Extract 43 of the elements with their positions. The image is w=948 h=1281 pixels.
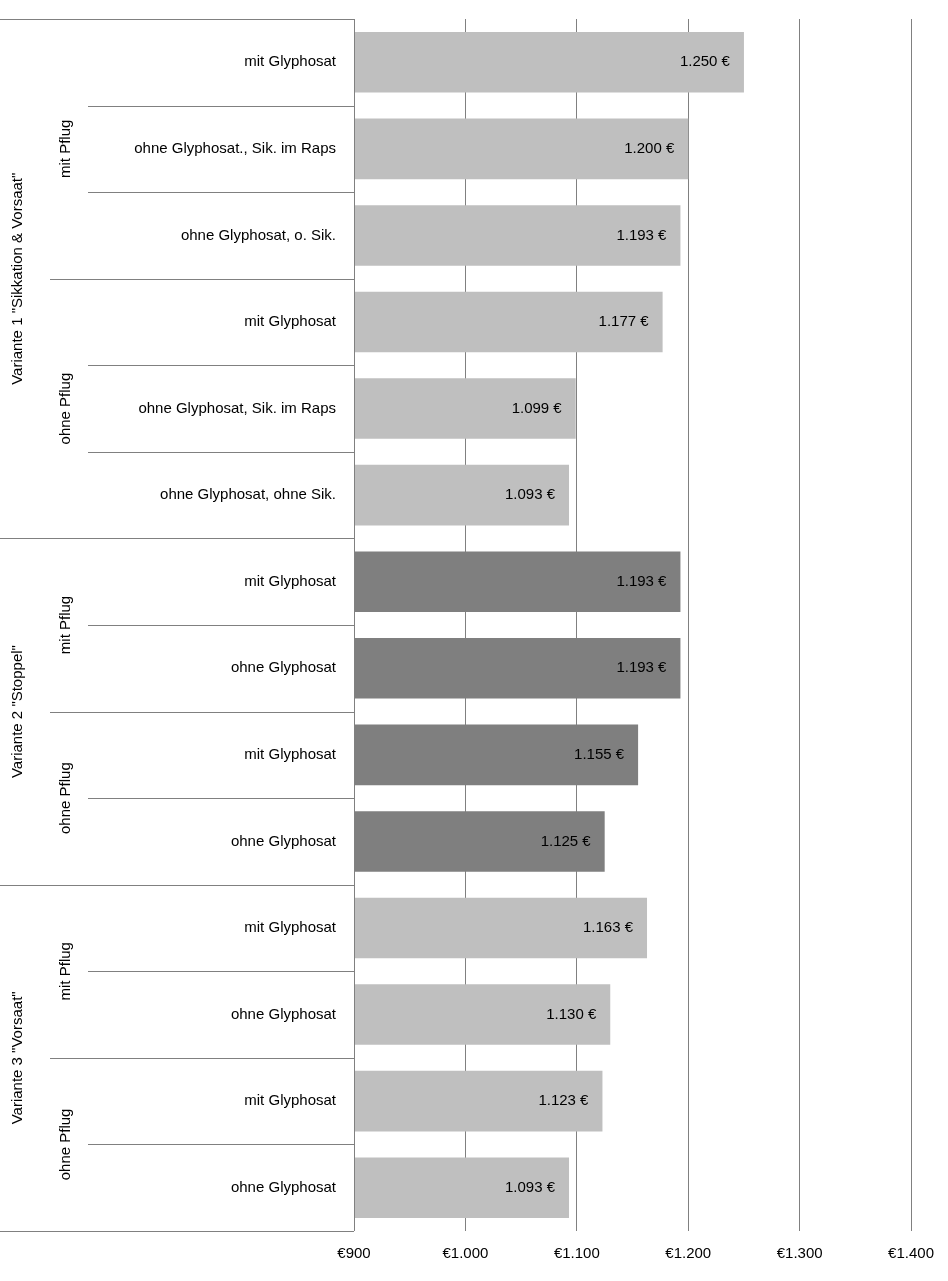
y-tick-label: mit Glyphosat xyxy=(244,1091,337,1109)
x-tick-label: €1.400 xyxy=(888,1244,935,1262)
y-tick-label: mit Glyphosat xyxy=(244,52,337,70)
y-tick-label: ohne Glyphosat xyxy=(230,1004,337,1022)
data-label: 1.193 € xyxy=(616,658,668,676)
y-tick-label: mit Glyphosat xyxy=(244,312,337,330)
x-tick-label: €1.300 xyxy=(776,1244,823,1262)
data-label: 1.130 € xyxy=(546,1004,597,1022)
data-label: 1.177 € xyxy=(598,312,650,330)
y-tick-label: mit Glyphosat xyxy=(244,745,337,762)
data-label: 1.093 € xyxy=(504,485,556,503)
text: mit Pflug xyxy=(56,119,74,179)
y-tick-label: mit Glyphosat xyxy=(244,571,337,589)
y-tick-label: ohne Glyphosat., Sik. im Raps xyxy=(134,139,336,156)
y-tick-label: ohne Glyphosat xyxy=(230,831,337,849)
y-tick-label: ohne Glyphosat xyxy=(230,658,337,676)
data-label: 1.193 € xyxy=(616,571,668,589)
text: Variante 1 "Sikkation & Vorsaat" xyxy=(8,172,26,385)
data-label: 1.250 € xyxy=(679,52,731,70)
data-label: 1.200 € xyxy=(624,139,675,156)
x-tick-label: €1.200 xyxy=(665,1244,712,1262)
text: Variante 2 "Stoppel" xyxy=(8,645,26,779)
y-tick-label: ohne Glyphosat, ohne Sik. xyxy=(160,485,336,503)
data-label: 1.155 € xyxy=(574,745,625,762)
data-label: 1.123 € xyxy=(538,1091,590,1109)
y-tick-label: ohne Glyphosat xyxy=(230,1177,337,1195)
data-label: 1.125 € xyxy=(540,831,592,849)
y-tick-label: mit Glyphosat xyxy=(244,918,337,936)
text: Variante 3 "Vorsaat" xyxy=(8,991,26,1125)
y-tick-label: ohne Glyphosat, o. Sik. xyxy=(180,225,336,243)
y-tick-label: ohne Glyphosat, Sik. im Raps xyxy=(138,398,336,416)
x-tick-label: €1.100 xyxy=(553,1244,600,1262)
text: ohne Pflug xyxy=(56,762,74,835)
text: ohne Pflug xyxy=(56,1108,74,1181)
x-tick-label: €1.000 xyxy=(442,1244,489,1262)
data-label: 1.163 € xyxy=(582,918,634,936)
text: mit Pflug xyxy=(56,942,74,1001)
data-label: 1.099 € xyxy=(511,398,563,416)
text: ohne Pflug xyxy=(56,372,74,445)
data-label: 1.093 € xyxy=(504,1177,556,1195)
x-tick-label: €900 xyxy=(337,1244,371,1262)
text: mit Pflug xyxy=(56,595,74,655)
data-label: 1.193 € xyxy=(616,225,668,243)
